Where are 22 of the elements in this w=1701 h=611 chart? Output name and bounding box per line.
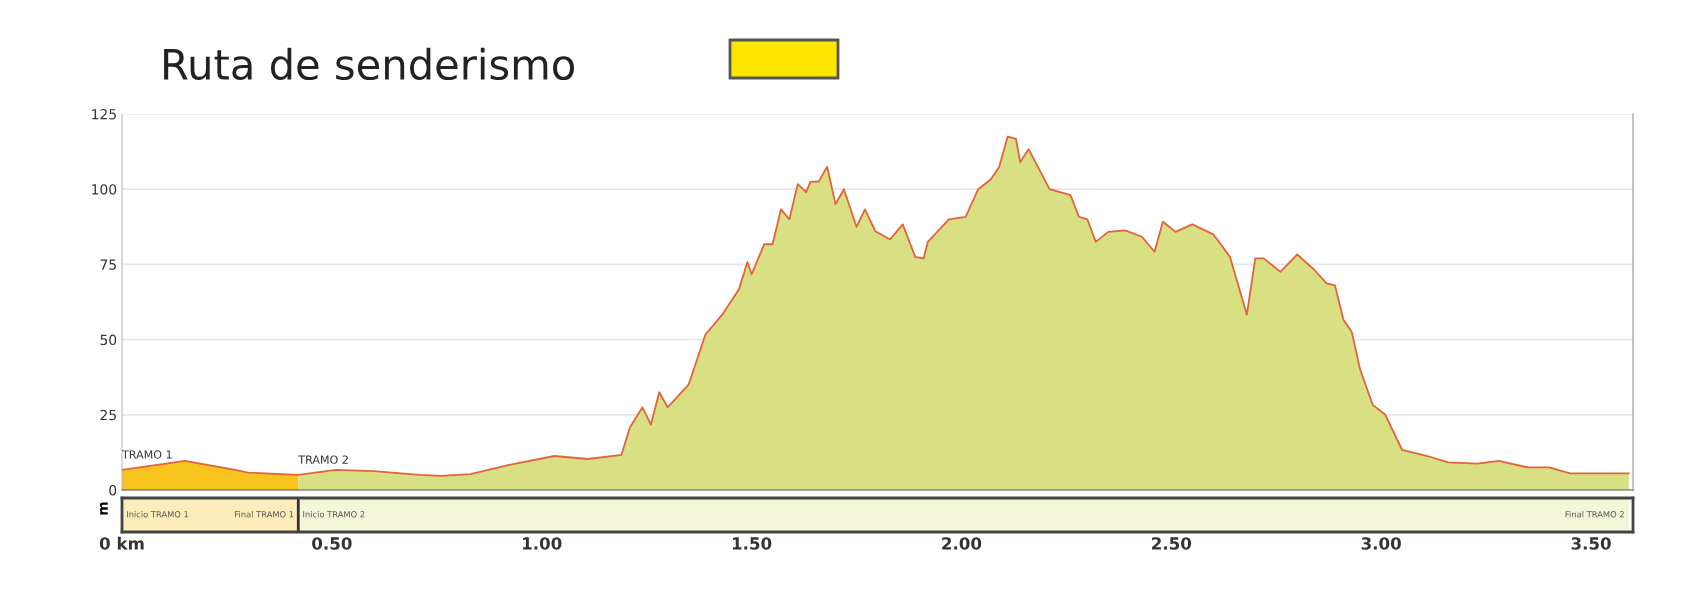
x-tick-label: 1.00 <box>523 537 562 550</box>
series-label: TRAMO 1 <box>121 450 172 459</box>
text: Inicio TRAMO 1 <box>127 510 189 518</box>
x-tick-label: 1.50 <box>732 537 772 550</box>
series-label: TRAMO 2 <box>298 455 348 464</box>
y-tick-label: 25 <box>100 409 116 421</box>
x-tick-label: 0.50 <box>312 537 352 550</box>
x-tick-label: 3.50 <box>1571 537 1611 550</box>
text: Inicio TRAMO 2 <box>303 510 365 518</box>
chart-title: Ruta de senderismo <box>164 47 574 81</box>
x-tick-label: 3.00 <box>1361 537 1401 550</box>
y-tick-label: 100 <box>92 184 117 195</box>
y-tick-label: 125 <box>92 108 116 120</box>
text: Final TRAMO 1 <box>235 510 294 518</box>
y-tick-label: 50 <box>100 334 117 346</box>
x-tick-label: 2.50 <box>1152 537 1192 550</box>
text: Final TRAMO 2 <box>1565 510 1624 518</box>
y-axis-title: m <box>99 502 108 515</box>
y-tick-label: 75 <box>100 259 116 270</box>
y-tick-label: 0 <box>109 484 117 496</box>
x-tick-label: 2.00 <box>942 537 982 550</box>
x-tick-label: 0 km <box>99 536 144 550</box>
